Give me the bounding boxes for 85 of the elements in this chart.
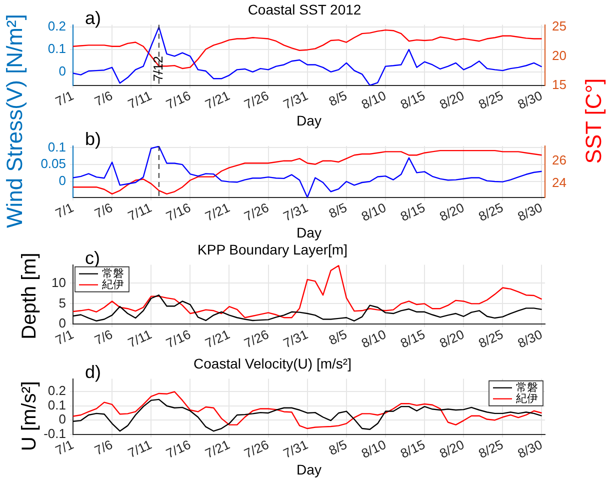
x-tick-label: 7/21 <box>202 88 232 112</box>
x-tick-label: 7/11 <box>126 88 154 112</box>
y2-axis-title: SST [C°] <box>581 78 607 164</box>
x-tick-label: 7/31 <box>280 326 310 351</box>
x-tick-label: 8/30 <box>515 200 545 224</box>
x-tick-label: 7/26 <box>242 326 272 351</box>
x-tick-label: 7/1 <box>53 88 76 110</box>
annotation: b) <box>85 129 102 149</box>
annotation: a) <box>85 8 102 28</box>
x-tick-label: 7/16 <box>164 88 193 112</box>
y2-tick-label: 26 <box>552 152 566 168</box>
x-tick-label: 7/31 <box>280 200 310 224</box>
x-axis-title: Day <box>296 461 322 478</box>
x-tick-label: 8/20 <box>437 326 466 351</box>
x-tick-label: 7/31 <box>280 88 310 112</box>
x-axis-title: Day <box>296 224 322 240</box>
chart-title: Coastal Velocity(U) [m/s²] <box>194 355 352 372</box>
x-tick-label: 8/30 <box>515 88 545 112</box>
x-tick-label: 8/30 <box>515 436 545 462</box>
x-tick-label: 8/10 <box>358 200 388 224</box>
y-tick-label: 0 <box>58 63 66 78</box>
x-tick-label: 7/1 <box>53 200 76 222</box>
y2-tick-label: 25 <box>552 18 566 34</box>
x-tick-label: 7/6 <box>92 436 115 458</box>
x-tick-label: 8/10 <box>358 88 388 112</box>
x-tick-label: 7/6 <box>92 326 115 348</box>
chart-title: KPP Boundary Layer[m] <box>198 241 348 258</box>
legend-label: 常磐 <box>516 380 538 394</box>
y-tick-label: 0.1 <box>48 41 66 56</box>
y2-tick-label: 24 <box>552 175 566 190</box>
x-tick-label: 8/15 <box>398 88 428 112</box>
y-axis-title: Depth [m] <box>18 252 42 340</box>
x-tick-label: 7/21 <box>202 436 232 462</box>
x-tick-label: 8/15 <box>398 200 428 224</box>
x-tick-label: 8/10 <box>358 436 388 462</box>
x-tick-label: 7/26 <box>242 436 272 462</box>
annotation: c) <box>85 248 100 268</box>
legend-label: 常磐 <box>102 266 124 280</box>
x-tick-label: 7/26 <box>242 200 272 224</box>
legend-label: 紀伊 <box>102 278 124 291</box>
y-tick-label: 0 <box>58 412 66 427</box>
y-tick-label: 0.05 <box>40 156 66 172</box>
x-tick-label: 7/11 <box>126 436 154 461</box>
x-tick-label: 8/20 <box>437 88 466 112</box>
x-tick-label: 8/25 <box>476 436 506 462</box>
x-tick-label: 7/31 <box>280 436 310 462</box>
y2-tick-label: 20 <box>552 48 566 63</box>
x-tick-label: 7/21 <box>202 326 232 351</box>
y-tick-label: 10 <box>52 274 66 290</box>
y-tick-label: 5 <box>58 295 66 310</box>
y2-tick-label: 15 <box>552 76 566 92</box>
x-tick-label: 8/5 <box>326 436 350 458</box>
ref-line-label: 7/12 <box>150 56 166 82</box>
x-tick-label: 8/5 <box>326 200 350 222</box>
x-tick-label: 7/16 <box>164 200 193 224</box>
x-tick-label: 8/25 <box>476 200 506 224</box>
x-tick-label: 8/5 <box>326 88 350 110</box>
x-tick-label: 8/25 <box>476 88 506 112</box>
x-tick-label: 7/6 <box>92 88 115 110</box>
y-tick-label: 0.1 <box>48 397 66 412</box>
x-tick-label: 8/15 <box>398 326 428 351</box>
x-tick-label: 8/30 <box>515 326 545 351</box>
x-tick-label: 8/15 <box>398 436 428 462</box>
x-tick-label: 7/6 <box>92 200 115 222</box>
x-tick-label: 7/21 <box>202 200 232 224</box>
y-tick-label: 0 <box>58 173 66 188</box>
y-axis-title: Wind Stress(V) [N/m²] <box>2 14 28 228</box>
x-tick-label: 8/5 <box>326 326 350 348</box>
y-tick-label: 0.2 <box>48 18 66 34</box>
annotation: d) <box>85 362 102 382</box>
x-tick-label: 8/20 <box>437 436 466 462</box>
chart-title: Coastal SST 2012 <box>248 1 362 18</box>
x-tick-label: 8/10 <box>358 326 388 351</box>
x-tick-label: 7/16 <box>164 326 193 351</box>
y-tick-label: 0.2 <box>48 383 66 398</box>
legend-label: 紀伊 <box>516 392 538 405</box>
x-tick-label: 8/25 <box>476 326 506 351</box>
x-axis-title: Day <box>296 112 322 128</box>
y-tick-label: 0.1 <box>48 139 66 154</box>
x-tick-label: 7/11 <box>126 200 154 224</box>
x-tick-label: 8/20 <box>437 200 466 224</box>
x-tick-label: 7/26 <box>242 88 272 112</box>
x-tick-label: 7/16 <box>164 436 193 462</box>
x-tick-label: 7/11 <box>126 326 154 350</box>
y-axis-title: U [m/s²] <box>18 380 42 450</box>
